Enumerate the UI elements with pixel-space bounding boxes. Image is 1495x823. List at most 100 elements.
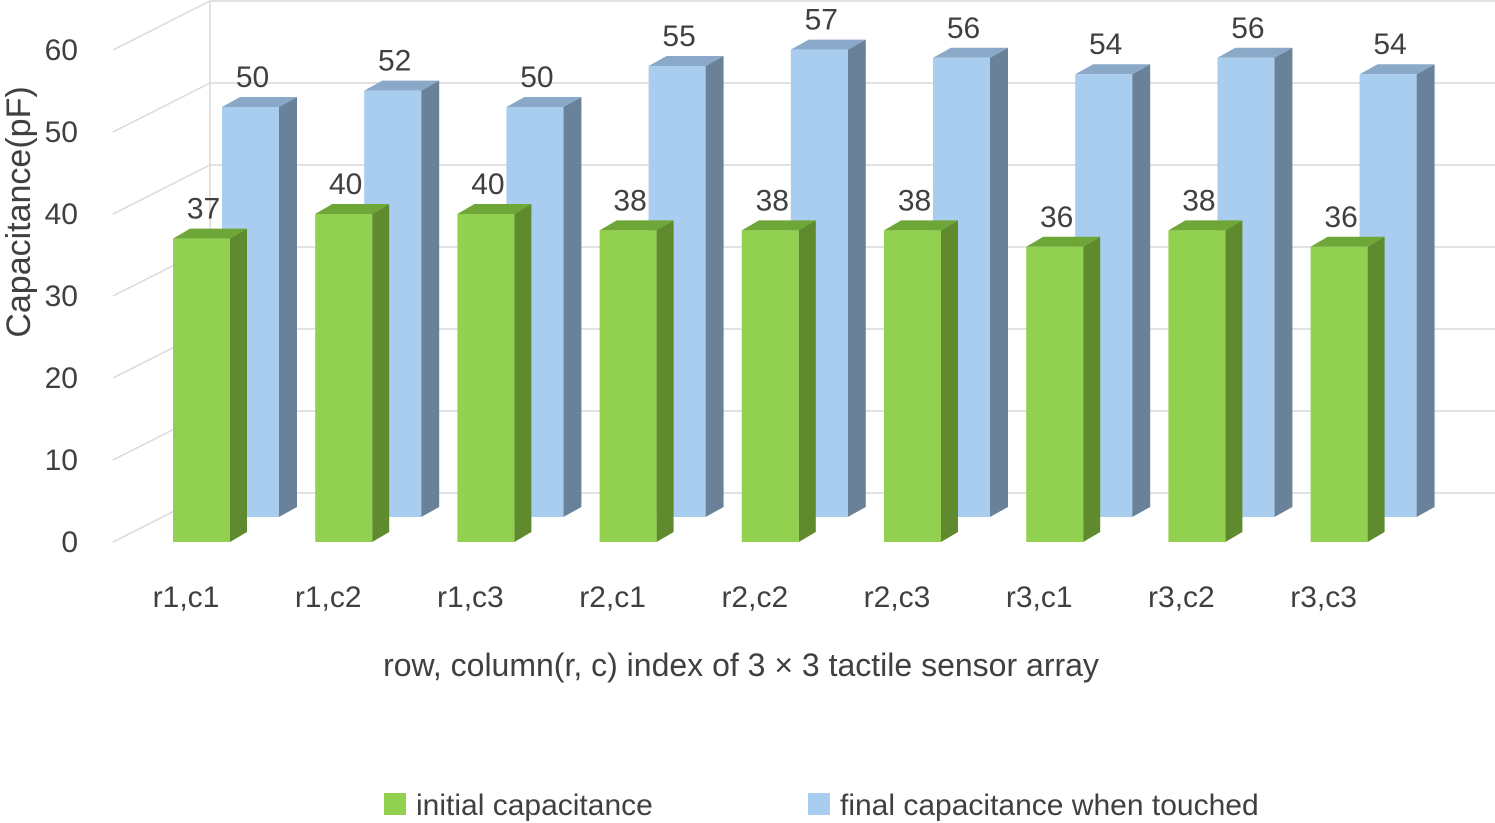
bar-side — [990, 47, 1008, 518]
bar-top — [599, 220, 674, 231]
bar — [741, 220, 816, 542]
bar — [1168, 220, 1243, 542]
data-label: 52 — [378, 45, 411, 78]
bar-top — [1310, 236, 1385, 247]
y-tick-label: 10 — [45, 444, 78, 477]
legend-label: final capacitance when touched — [840, 789, 1259, 822]
bar-side — [1367, 236, 1385, 543]
bar-top — [648, 56, 724, 66]
bar-top — [1217, 47, 1293, 58]
bar-side — [230, 228, 247, 542]
data-label: 54 — [1373, 28, 1406, 61]
bar-front — [1168, 230, 1226, 542]
bar-top — [506, 97, 582, 107]
bar-front — [884, 230, 941, 542]
data-label: 38 — [898, 184, 931, 217]
legend: initial capacitance final capacitance whe… — [384, 789, 1259, 822]
bar — [1359, 64, 1435, 517]
y-tick-label: 20 — [45, 362, 78, 395]
x-tick-label: r1,c1 — [153, 581, 220, 614]
legend-swatch — [384, 793, 406, 815]
y-tick-label: 50 — [45, 116, 78, 149]
bar-side — [798, 220, 816, 542]
data-label: 38 — [1182, 184, 1215, 217]
data-label: 40 — [329, 168, 362, 201]
legend-label: initial capacitance — [416, 789, 653, 822]
bar-front — [173, 238, 230, 542]
bar-side — [1083, 236, 1101, 543]
bar-side — [705, 56, 724, 517]
x-tick-label: r3,c2 — [1148, 581, 1215, 614]
bar-front — [741, 230, 799, 542]
bar-front — [1310, 246, 1368, 543]
bar-top — [933, 47, 1008, 58]
bar — [1026, 236, 1101, 543]
y-tick-label: 30 — [45, 280, 78, 313]
x-tick-label: r2,c1 — [579, 581, 646, 614]
data-label: 54 — [1089, 28, 1122, 61]
legend-item: initial capacitance — [384, 789, 653, 822]
data-label: 36 — [1324, 201, 1357, 234]
y-tick-label: 40 — [45, 198, 78, 231]
bar-side — [279, 97, 297, 517]
y-axis-ticks: 0 10 20 30 40 50 60 — [45, 34, 78, 559]
x-tick-label: r1,c3 — [437, 581, 504, 614]
bar-front — [457, 214, 515, 542]
x-tick-label: r3,c1 — [1006, 581, 1073, 614]
bar — [884, 220, 958, 542]
bar-front — [315, 214, 373, 542]
x-tick-label: r3,c3 — [1290, 581, 1357, 614]
data-label: 37 — [187, 193, 220, 226]
x-axis-ticks: r1,c1 r1,c2 r1,c3 r2,c1 r2,c2 r2,c3 r3,c1 r3,c2… — [153, 581, 1357, 614]
x-tick-label: r2,c2 — [721, 581, 788, 614]
bar-front — [599, 230, 657, 542]
bar-side — [563, 97, 582, 517]
bar-top — [222, 97, 297, 107]
bar-top — [1359, 64, 1435, 75]
bar-top — [741, 220, 816, 231]
bar-side — [421, 80, 440, 517]
bar-top — [315, 204, 390, 214]
data-label: 40 — [471, 168, 504, 201]
data-label: 57 — [805, 4, 838, 37]
bar-front — [1026, 246, 1084, 543]
legend-item: final capacitance when touched — [808, 789, 1259, 822]
bar-top — [1075, 64, 1151, 75]
bar — [457, 204, 532, 542]
bar — [173, 228, 247, 542]
bar-side — [847, 39, 866, 517]
bar — [1075, 64, 1151, 517]
bar-side — [1416, 64, 1435, 517]
y-axis-title: Capacitance(pF) — [0, 86, 38, 337]
data-label: 38 — [613, 184, 646, 217]
bar-top — [884, 220, 958, 231]
data-label: 36 — [1040, 201, 1073, 234]
bar-side — [514, 204, 532, 542]
y-tick-label: 60 — [45, 34, 78, 67]
bar-top — [790, 39, 866, 50]
bar-side — [1225, 220, 1243, 542]
bar-top — [1168, 220, 1243, 231]
bar-side — [1132, 64, 1151, 517]
data-label: 50 — [236, 61, 269, 94]
bar-side — [1274, 47, 1293, 518]
x-tick-label: r1,c2 — [295, 581, 362, 614]
legend-swatch — [808, 793, 830, 815]
x-tick-label: r2,c3 — [864, 581, 931, 614]
data-label: 56 — [1231, 12, 1264, 45]
bar — [599, 220, 674, 542]
data-label: 50 — [520, 61, 553, 94]
data-label: 55 — [662, 20, 695, 53]
bar-top — [173, 228, 247, 239]
y-tick-label: 0 — [61, 526, 78, 559]
bar-top — [364, 80, 440, 91]
bar-top — [1026, 236, 1101, 247]
bar — [315, 204, 390, 542]
data-label: 56 — [947, 12, 980, 45]
bar-top — [457, 204, 532, 214]
bar-side — [372, 204, 390, 542]
bar-side — [656, 220, 674, 542]
bar — [1310, 236, 1385, 543]
x-axis-title: row, column(r, c) index of 3 × 3 tactile… — [383, 647, 1099, 683]
